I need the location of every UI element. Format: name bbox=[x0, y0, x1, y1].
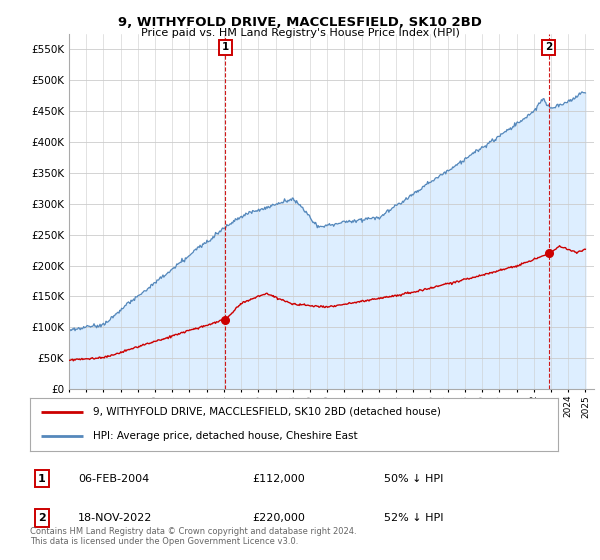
Text: 9, WITHYFOLD DRIVE, MACCLESFIELD, SK10 2BD (detached house): 9, WITHYFOLD DRIVE, MACCLESFIELD, SK10 2… bbox=[94, 407, 441, 417]
Text: 50% ↓ HPI: 50% ↓ HPI bbox=[384, 474, 443, 484]
Text: £220,000: £220,000 bbox=[252, 513, 305, 523]
Text: HPI: Average price, detached house, Cheshire East: HPI: Average price, detached house, Ches… bbox=[94, 431, 358, 441]
Text: 2: 2 bbox=[38, 513, 46, 523]
Text: 2: 2 bbox=[545, 43, 553, 53]
Text: 52% ↓ HPI: 52% ↓ HPI bbox=[384, 513, 443, 523]
Text: Price paid vs. HM Land Registry's House Price Index (HPI): Price paid vs. HM Land Registry's House … bbox=[140, 28, 460, 38]
Text: 1: 1 bbox=[38, 474, 46, 484]
Text: £112,000: £112,000 bbox=[252, 474, 305, 484]
Text: 06-FEB-2004: 06-FEB-2004 bbox=[78, 474, 149, 484]
Text: 9, WITHYFOLD DRIVE, MACCLESFIELD, SK10 2BD: 9, WITHYFOLD DRIVE, MACCLESFIELD, SK10 2… bbox=[118, 16, 482, 29]
Text: 18-NOV-2022: 18-NOV-2022 bbox=[78, 513, 152, 523]
Text: Contains HM Land Registry data © Crown copyright and database right 2024.
This d: Contains HM Land Registry data © Crown c… bbox=[30, 526, 356, 546]
Text: 1: 1 bbox=[222, 43, 229, 53]
